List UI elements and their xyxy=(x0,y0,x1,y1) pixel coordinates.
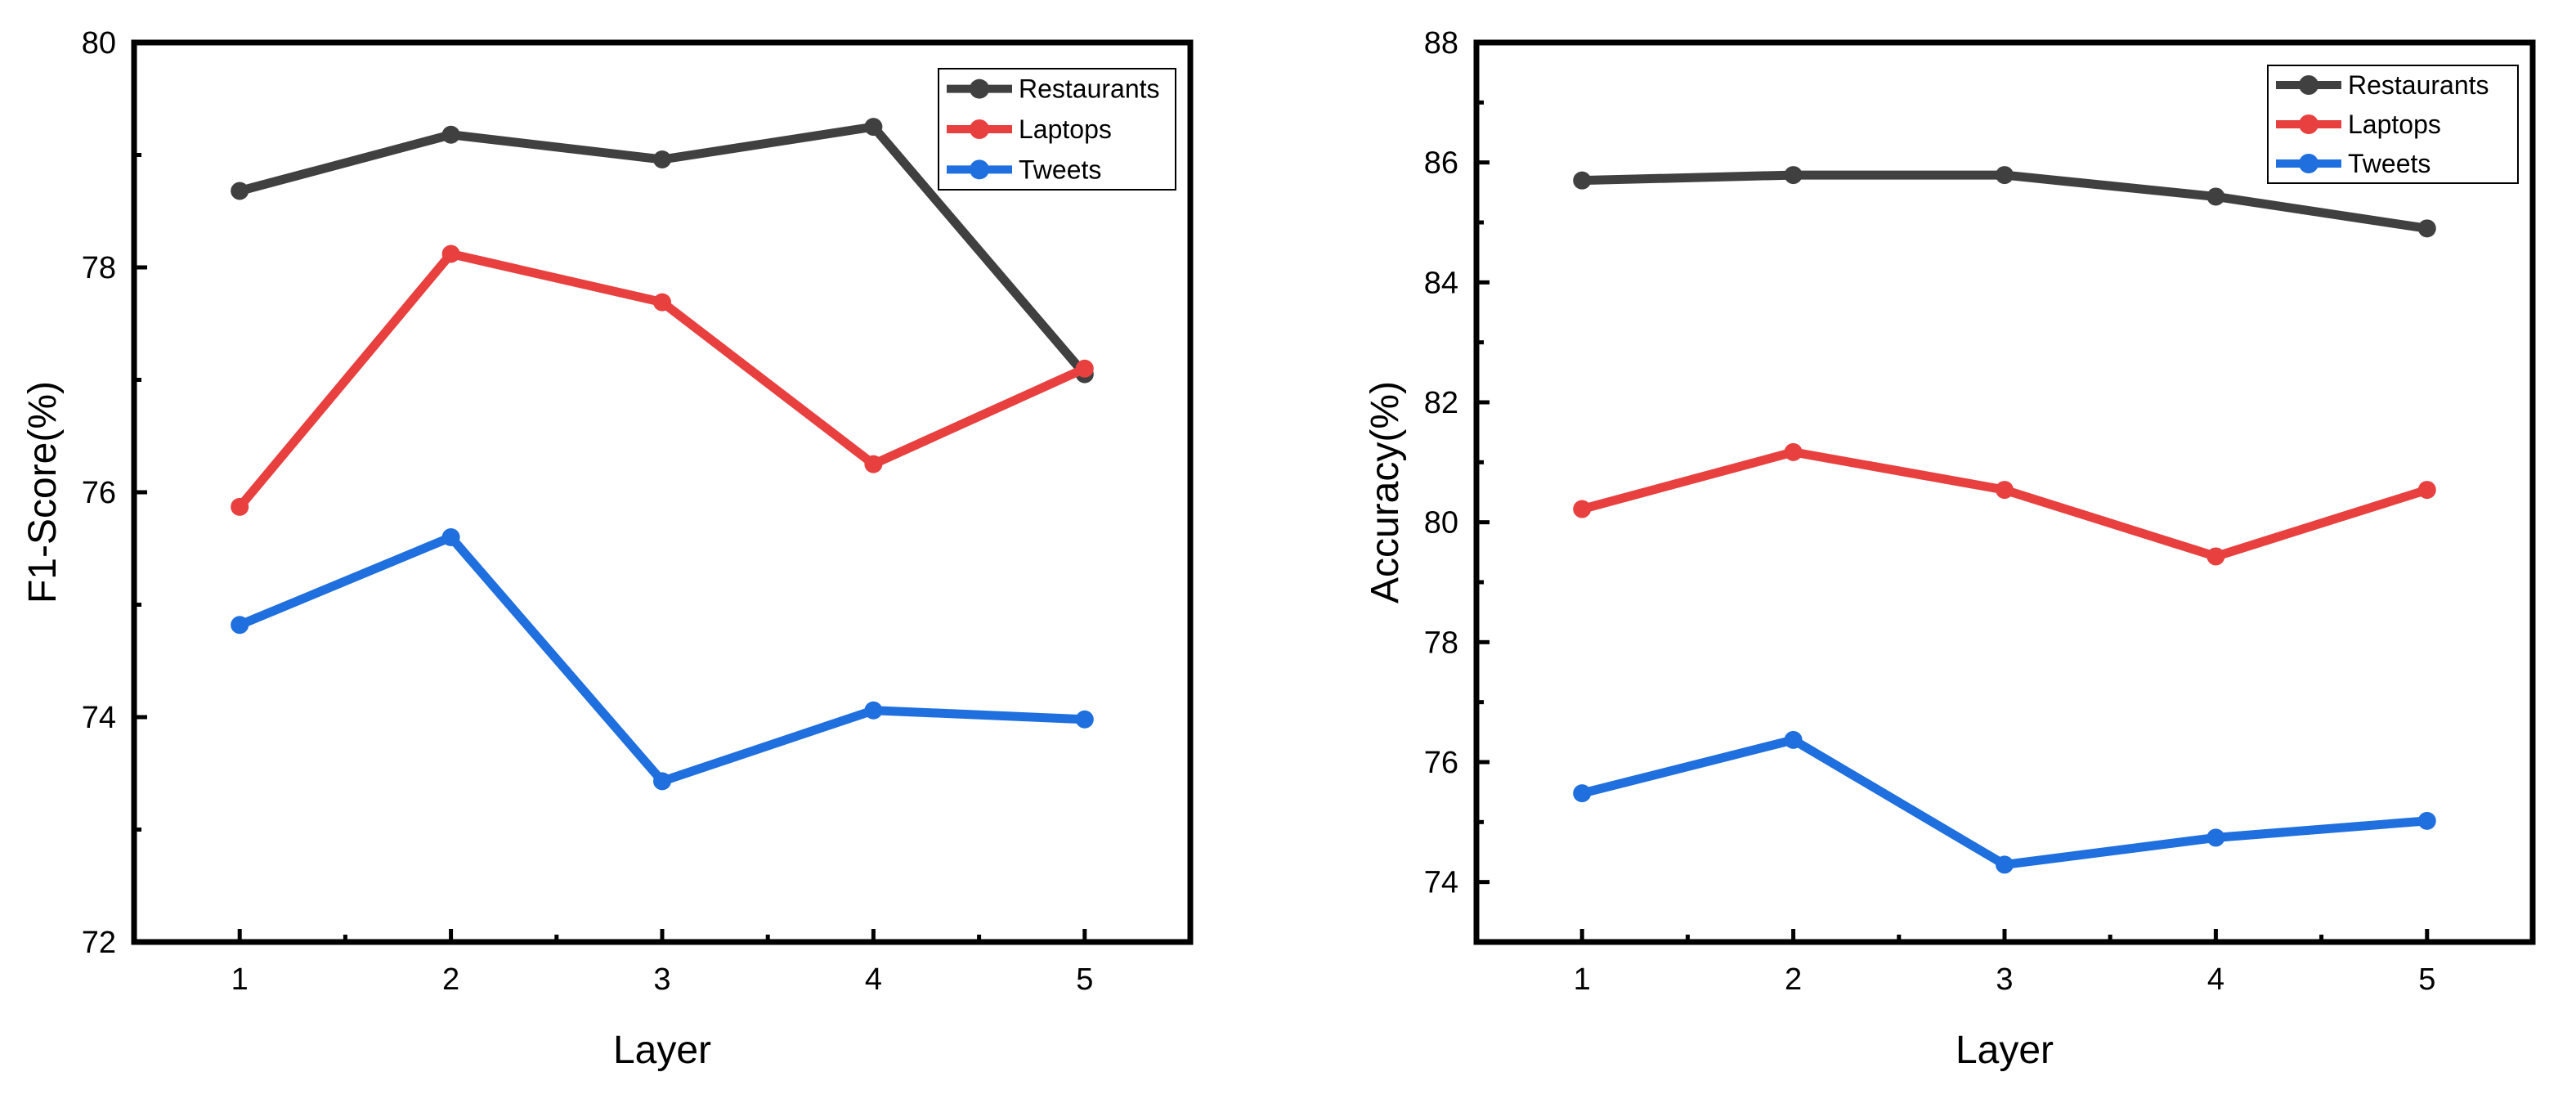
y-tick-label: 80 xyxy=(1424,506,1458,541)
series-line-tweets xyxy=(1580,735,2428,869)
legend-marker-tweets xyxy=(2299,154,2318,173)
data-point-restaurants xyxy=(864,118,883,137)
series-line-laptops xyxy=(1580,447,2429,561)
x-axis-title: Layer xyxy=(613,1029,711,1072)
x-tick-label: 5 xyxy=(1076,962,1093,997)
x-tick-label: 4 xyxy=(865,962,882,997)
data-point-tweets xyxy=(864,701,883,720)
data-point-tweets xyxy=(1996,855,2014,874)
y-tick-label: 84 xyxy=(1424,266,1458,300)
data-point-laptops xyxy=(2417,481,2436,500)
legend-label-laptops: Laptops xyxy=(2348,110,2441,139)
x-tick-label: 4 xyxy=(2207,962,2224,997)
data-point-restaurants xyxy=(1573,171,1592,190)
x-tick-label: 2 xyxy=(442,962,459,997)
data-point-tweets xyxy=(441,528,460,546)
y-tick-label: 74 xyxy=(1424,866,1458,900)
data-point-laptops xyxy=(441,244,460,263)
accuracy-chart: 1 2 3 4 5 74 76 78 80 82 84 86 88 Layer Accuracy(%) Res… xyxy=(1364,26,2536,1072)
data-point-laptops xyxy=(1996,481,2014,500)
y-tick-label: 78 xyxy=(82,251,116,285)
y-axis-title: F1-Score(%) xyxy=(21,381,65,603)
y-tick-label: 72 xyxy=(82,926,116,960)
x-tick-label: 5 xyxy=(2418,962,2435,997)
y-tick-label: 86 xyxy=(1424,146,1458,181)
data-point-laptops xyxy=(653,293,671,312)
x-tick-label: 2 xyxy=(1785,962,1802,997)
y-tick-label: 76 xyxy=(82,476,116,510)
data-point-restaurants xyxy=(231,182,249,200)
legend-marker-tweets xyxy=(970,159,989,180)
data-point-tweets xyxy=(1573,784,1592,803)
legend-marker-laptops xyxy=(970,119,989,139)
x-tick-label: 3 xyxy=(653,962,670,997)
y-tick-label: 76 xyxy=(1424,746,1458,780)
y-tick-label: 74 xyxy=(82,701,116,735)
x-tick-label: 1 xyxy=(231,962,249,997)
legend-marker-restaurants xyxy=(2299,75,2318,95)
data-point-restaurants xyxy=(1784,166,1803,185)
series-line-tweets xyxy=(238,532,1086,786)
x-axis-title: Layer xyxy=(1956,1029,2054,1072)
data-point-laptops xyxy=(1075,359,1094,378)
series-line-laptops xyxy=(235,249,1087,510)
legend-label-restaurants: Restaurants xyxy=(1019,74,1160,104)
x-tick-label: 1 xyxy=(1574,962,1591,997)
legend-label-restaurants: Restaurants xyxy=(2348,70,2489,100)
data-point-laptops xyxy=(231,497,249,516)
legend-label-laptops: Laptops xyxy=(1019,114,1112,144)
data-point-restaurants xyxy=(2417,219,2436,238)
y-axis-title: Accuracy(%) xyxy=(1364,381,1407,603)
f1-score-chart: 1 2 3 4 5 72 74 76 78 80 Layer F1-Score(%) Restauran… xyxy=(21,26,1194,1072)
y-tick-label: 82 xyxy=(1424,386,1458,420)
legend-marker-laptops xyxy=(2299,114,2318,134)
data-point-tweets xyxy=(653,772,671,791)
data-point-laptops xyxy=(2206,547,2225,566)
data-point-tweets xyxy=(2206,828,2225,847)
data-point-tweets xyxy=(231,616,249,635)
legend-marker-restaurants xyxy=(970,78,989,99)
legend-label-tweets: Tweets xyxy=(2348,149,2430,178)
data-point-laptops xyxy=(864,455,883,473)
data-point-restaurants xyxy=(1996,166,2014,185)
data-point-tweets xyxy=(1075,710,1094,729)
data-point-restaurants xyxy=(441,125,460,144)
legend-label-tweets: Tweets xyxy=(1019,155,1101,184)
data-point-restaurants xyxy=(653,150,671,168)
x-tick-label: 3 xyxy=(1996,962,2013,997)
data-point-tweets xyxy=(1784,730,1803,749)
y-tick-label: 88 xyxy=(1424,26,1458,61)
y-tick-label: 80 xyxy=(82,26,116,61)
y-tick-label: 78 xyxy=(1424,626,1458,660)
data-point-tweets xyxy=(2417,811,2436,830)
data-point-restaurants xyxy=(2206,187,2225,206)
data-point-laptops xyxy=(1573,500,1592,518)
data-point-laptops xyxy=(1784,442,1803,461)
